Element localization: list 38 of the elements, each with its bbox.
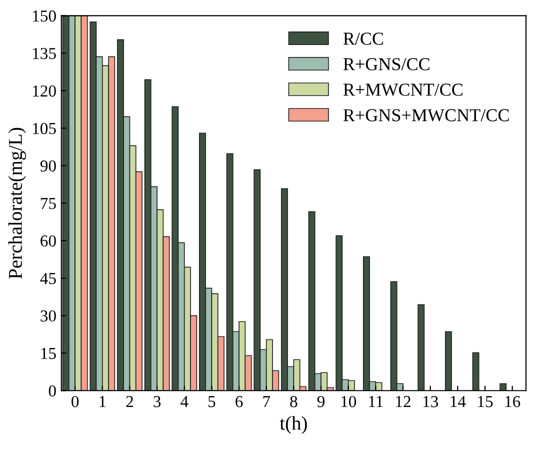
- x-tick-label: 14: [450, 396, 466, 408]
- x-tick-label: 10: [341, 396, 356, 408]
- x-tick-label: 16: [505, 396, 520, 408]
- y-tick-label: 75: [40, 198, 56, 210]
- y-tick-label: 30: [40, 310, 56, 322]
- y-tick-label: 105: [33, 122, 56, 134]
- x-tick-label: 8: [290, 396, 298, 408]
- legend-label: R+GNS+MWCNT/CC: [343, 109, 509, 122]
- x-axis-title: t(h): [280, 416, 307, 434]
- x-tick-label: 3: [154, 396, 161, 408]
- y-tick-label: 15: [41, 348, 56, 360]
- x-tick-label: 1: [100, 396, 106, 408]
- legend-label: R+MWCNT/CC: [343, 84, 462, 96]
- x-tick-label: 6: [236, 396, 243, 408]
- y-tick-label: 135: [33, 48, 56, 60]
- x-tick-label: 15: [478, 396, 493, 408]
- x-tick-label: 13: [423, 396, 438, 408]
- legend-label: R/CC: [343, 32, 384, 45]
- x-tick-label: 2: [126, 396, 133, 408]
- x-tick-label: 12: [396, 396, 410, 408]
- x-tick-label: 7: [263, 396, 270, 408]
- x-tick-label: 11: [369, 396, 383, 408]
- y-tick-label: 120: [33, 85, 56, 97]
- x-tick-label: 0: [72, 396, 79, 408]
- bar: [418, 304, 425, 391]
- bar: [500, 383, 507, 391]
- y-tick-label: 150: [33, 10, 56, 22]
- bar: [472, 352, 480, 391]
- y-tick-label: 60: [40, 235, 56, 247]
- y-tick-label: 0: [48, 385, 56, 397]
- x-tick-label: 4: [180, 396, 188, 408]
- y-tick-label: 45: [40, 272, 56, 284]
- y-axis-title: Perchalorate(mg/L): [8, 128, 26, 279]
- x-tick-label: 5: [208, 396, 216, 408]
- y-tick-label: 90: [40, 160, 56, 172]
- legend-label: R+GNS/CC: [343, 58, 430, 70]
- bar: [444, 331, 452, 391]
- x-tick-label: 9: [317, 396, 325, 408]
